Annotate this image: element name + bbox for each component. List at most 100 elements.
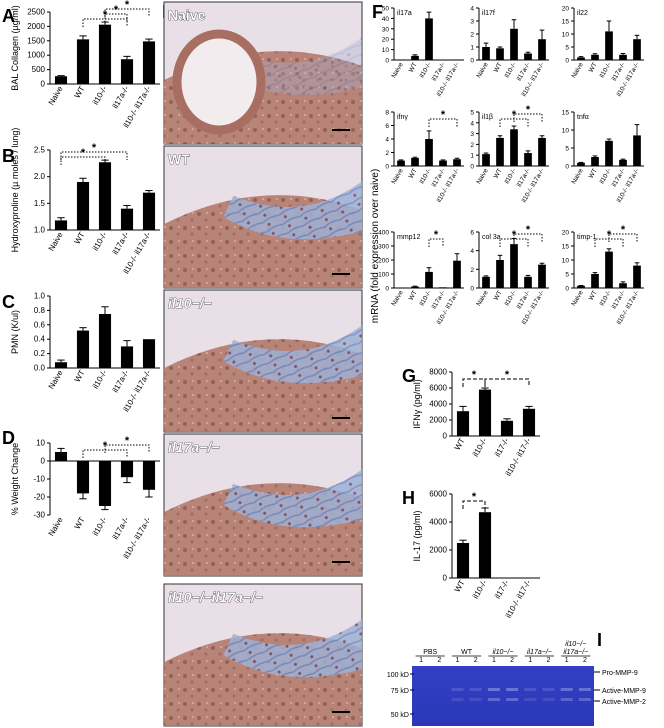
panel-letter-h: H <box>402 488 415 508</box>
marker-label-0: 100 kD <box>387 672 409 679</box>
bar-b-0 <box>54 220 68 230</box>
histology-image-4: il10−/−il17a−/− <box>163 583 363 727</box>
band-mmp2-3 <box>469 698 482 701</box>
bar-f7-2 <box>425 271 433 288</box>
band-mmp9-active-8 <box>560 688 573 691</box>
significance-bracket-b-0 <box>60 156 106 165</box>
chart-title-f3: il22 <box>577 10 588 17</box>
category-label-f9-1: WT <box>588 289 599 301</box>
chart-title-f1: il17a <box>397 10 412 17</box>
bar-f9-1 <box>591 274 599 288</box>
y-tick-label-f2-3: 3 <box>470 19 474 26</box>
chart-title-f5: il1β <box>482 114 493 121</box>
significance-bracket-a-1 <box>104 13 128 22</box>
bar-f4-1 <box>411 157 419 166</box>
y-tick-label-f4-0: 0 <box>385 164 389 171</box>
gel-group-label-0-0: PBS <box>423 649 437 656</box>
y-tick-label-f1-5: 50 <box>382 6 390 13</box>
panel-letter-i: I <box>597 630 602 650</box>
y-tick-label-f1-3: 30 <box>382 26 390 33</box>
bar-c-1 <box>76 330 90 368</box>
category-label-f5-2: il10-/- <box>504 168 518 186</box>
y-tick-label-c-0: 0.0 <box>34 364 46 373</box>
y-tick-label-f4-2: 4 <box>385 137 389 144</box>
bar-a-3 <box>120 59 134 84</box>
category-label-c-0: Naive <box>47 368 65 391</box>
significance-star-g-1: * <box>505 369 510 381</box>
y-tick-label-f3-4: 20 <box>562 6 570 13</box>
bar-f2-4 <box>538 39 546 60</box>
category-label-f4-0: Naive <box>390 167 405 185</box>
band-mmp9-active-7 <box>542 688 555 691</box>
bar-f6-2 <box>605 140 613 166</box>
y-tick-label-g-1: 2000 <box>429 416 447 425</box>
category-label-f6-0: Naive <box>570 167 585 185</box>
category-label-h-0: WT <box>453 578 467 593</box>
y-tick-label-f9-2: 10 <box>562 258 570 265</box>
panel-letter-a: A <box>2 6 15 26</box>
y-tick-label-f2-1: 1 <box>470 45 474 52</box>
bar-f2-0 <box>482 47 490 60</box>
histology-label-0: Naive <box>168 7 206 23</box>
band-mmp9-active-6 <box>524 688 537 691</box>
y-tick-label-f7-1: 100 <box>378 272 389 279</box>
y-tick-label-f8-2: 4 <box>470 248 474 255</box>
bar-a-1 <box>76 39 90 84</box>
y-tick-label-d-0: -30 <box>33 511 45 520</box>
band-mmp2-4 <box>487 698 500 701</box>
y-tick-label-d-4: 10 <box>36 439 45 448</box>
histology-label-4: il10−/−il17a−/− <box>168 589 263 605</box>
category-label-h-2: il17-/- <box>493 578 511 600</box>
significance-star-f9-1: * <box>621 224 626 236</box>
category-label-f8-2: il10-/- <box>504 290 518 308</box>
chart-a: 0 500 1000 1500 2000 2500 Naive WT il10-/- il17a-… <box>10 0 160 129</box>
panel-letter-b: B <box>2 146 15 166</box>
category-label-c-3: il17a-/- <box>111 368 131 394</box>
histology-label-1: WT <box>168 151 190 167</box>
category-label-b-0: Naive <box>47 230 65 253</box>
category-label-f1-1: WT <box>408 61 419 73</box>
category-label-d-2: il10-/- <box>91 515 109 537</box>
y-tick-label-g-2: 4000 <box>429 400 447 409</box>
bar-f3-4 <box>633 39 641 60</box>
category-label-f7-0: Naive <box>390 289 405 307</box>
band-mmp9-active-2 <box>451 688 464 691</box>
lane-number-4: 1 <box>492 657 496 664</box>
bar-a-0 <box>54 76 68 84</box>
y-tick-label-f9-0: 0 <box>565 286 569 293</box>
lane-number-9: 2 <box>583 657 587 664</box>
gel-group-label-4-0: il10−/− <box>565 641 586 648</box>
bar-g-3 <box>522 408 536 436</box>
y-tick-label-c-3: 0.6 <box>34 320 46 329</box>
marker-label-2: 50 kD <box>391 712 409 719</box>
band-mmp2-7 <box>542 698 555 701</box>
bar-d-2 <box>98 461 112 506</box>
bar-c-2 <box>98 314 112 368</box>
category-label-f6-2: il10-/- <box>599 168 613 186</box>
category-label-f8-0: Naive <box>475 289 490 307</box>
category-label-f9-0: Naive <box>570 289 585 307</box>
significance-bracket-f5-1 <box>513 113 543 122</box>
bar-f4-4 <box>453 159 461 166</box>
bar-f2-2 <box>510 28 518 60</box>
gel-group-label-3-0: il17a−/− <box>527 649 552 656</box>
y-tick-label-f5-4: 4 <box>470 120 474 127</box>
y-tick-label-g-3: 6000 <box>429 384 447 393</box>
gel-group-label-4-1: il17a−/− <box>563 649 588 656</box>
histology-image-3: il17a−/− <box>163 433 363 577</box>
significance-star-a-1: * <box>114 4 119 16</box>
y-tick-label-f2-0: 0 <box>470 58 474 65</box>
bar-f1-1 <box>411 55 419 60</box>
bar-b-1 <box>76 182 90 230</box>
category-label-f2-0: Naive <box>475 61 490 79</box>
y-tick-label-f4-3: 6 <box>385 123 389 130</box>
lane-number-8: 1 <box>565 657 569 664</box>
